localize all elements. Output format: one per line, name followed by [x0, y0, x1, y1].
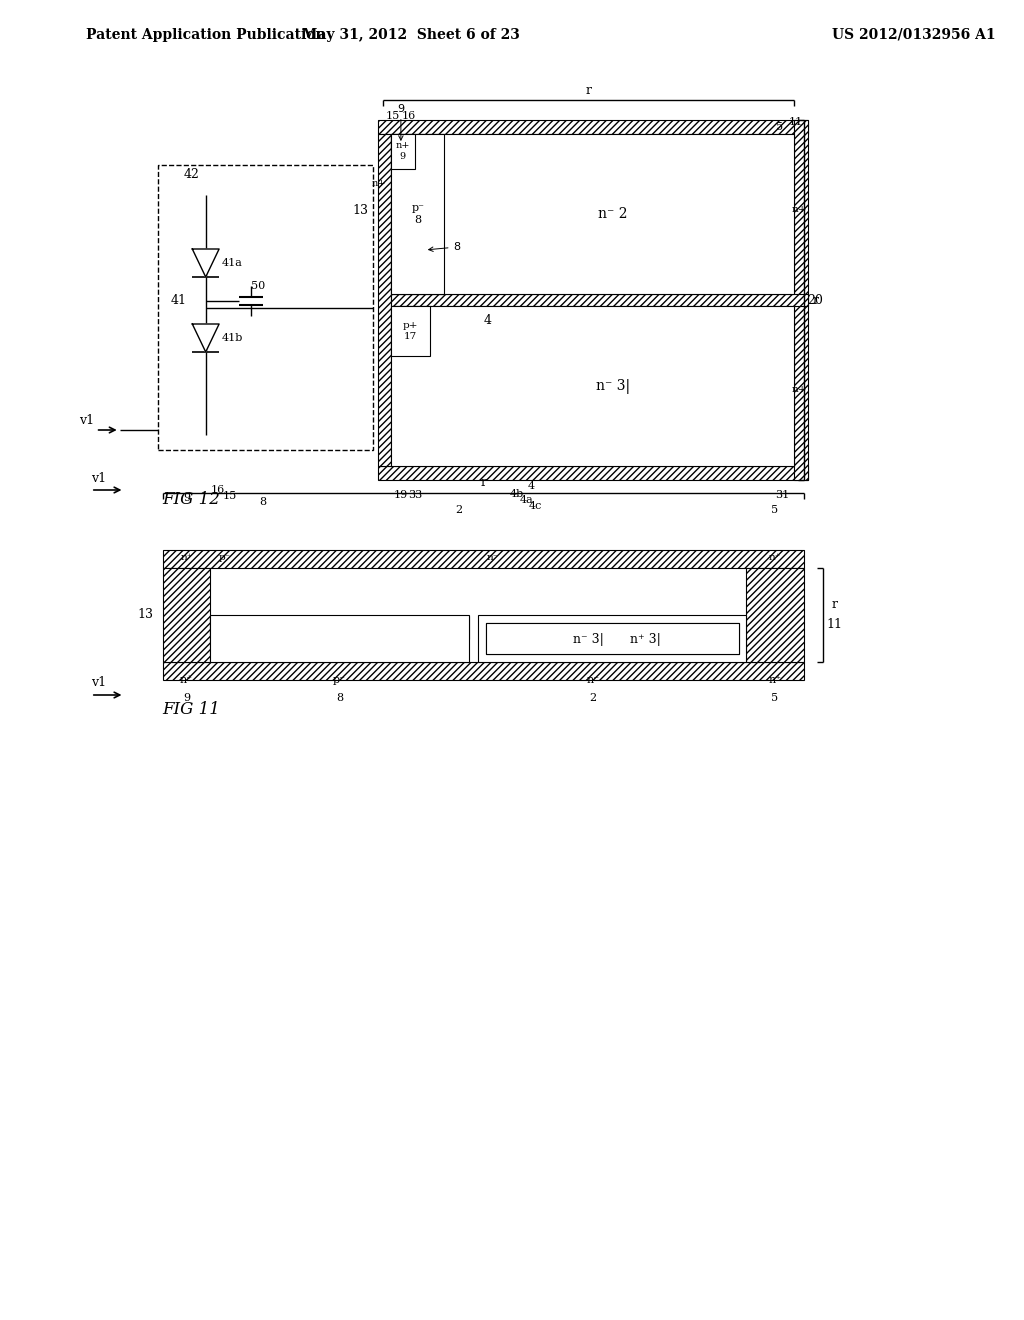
Bar	[391, 294, 808, 306]
Text: n⁻: n⁻	[486, 553, 499, 562]
Bar	[378, 120, 808, 135]
Text: 4: 4	[527, 480, 535, 491]
Text: 16: 16	[211, 484, 225, 495]
Polygon shape	[193, 249, 219, 277]
Bar	[478, 615, 746, 663]
Text: p+
17: p+ 17	[402, 321, 418, 341]
Text: 5: 5	[771, 693, 778, 704]
Text: p⁻: p⁻	[333, 675, 346, 685]
Bar	[746, 568, 804, 663]
Text: 2: 2	[590, 693, 597, 704]
Text: 11: 11	[826, 619, 843, 631]
Text: n⁻ 3|: n⁻ 3|	[573, 632, 604, 645]
Bar	[158, 165, 373, 450]
Text: 4: 4	[484, 314, 492, 326]
Text: n⁺: n⁺	[768, 675, 781, 685]
Bar	[391, 135, 795, 294]
Text: n⁺: n⁺	[180, 675, 194, 685]
Text: 9: 9	[183, 492, 190, 503]
Text: n+
9: n+ 9	[395, 141, 410, 161]
Text: r: r	[480, 477, 486, 490]
Text: n⁺: n⁺	[769, 553, 781, 562]
Text: n⁻ 3|: n⁻ 3|	[596, 379, 630, 393]
Text: 9: 9	[397, 104, 404, 140]
Text: FIG 12: FIG 12	[163, 491, 220, 508]
Text: v1: v1	[91, 471, 106, 484]
Text: 8: 8	[259, 498, 266, 507]
Bar	[378, 466, 808, 480]
Bar	[486, 623, 738, 653]
Bar	[211, 616, 469, 639]
Polygon shape	[193, 323, 219, 352]
Text: p⁻
8: p⁻ 8	[412, 203, 425, 224]
Text: Patent Application Publication: Patent Application Publication	[86, 28, 326, 42]
Bar	[795, 120, 808, 480]
Text: n⁺ 3|: n⁺ 3|	[631, 632, 662, 645]
Bar	[163, 550, 804, 568]
Bar	[378, 135, 391, 466]
Text: n⁻: n⁻	[587, 675, 600, 685]
Text: 8: 8	[429, 242, 461, 252]
Text: 19: 19	[394, 490, 408, 500]
Text: r: r	[586, 83, 592, 96]
Text: 42: 42	[183, 169, 200, 181]
Text: US 2012/0132956 A1: US 2012/0132956 A1	[833, 28, 996, 42]
Text: 11: 11	[788, 117, 803, 127]
Text: 33: 33	[409, 490, 422, 500]
Text: 13: 13	[137, 609, 154, 622]
Text: n+: n+	[793, 385, 808, 395]
Text: 5: 5	[771, 506, 778, 515]
Text: FIG 11: FIG 11	[163, 701, 220, 718]
Bar	[486, 623, 738, 653]
Text: 4c: 4c	[529, 502, 543, 511]
Bar	[391, 306, 430, 356]
Text: 4a: 4a	[519, 495, 534, 506]
Text: n⁻ 2: n⁻ 2	[598, 207, 628, 220]
Bar	[163, 663, 804, 680]
Text: p⁻: p⁻	[219, 553, 231, 562]
Text: n+: n+	[372, 180, 386, 189]
Bar	[163, 568, 211, 663]
Text: 8: 8	[336, 693, 343, 704]
Text: n+: n+	[793, 206, 808, 214]
Bar	[391, 306, 795, 466]
Bar	[391, 135, 416, 169]
Text: 20: 20	[807, 293, 823, 306]
Text: 16: 16	[401, 111, 416, 121]
Text: 15: 15	[386, 111, 400, 121]
Text: 5: 5	[776, 121, 783, 132]
Text: 4b: 4b	[510, 488, 524, 499]
Text: r: r	[812, 293, 818, 306]
Text: 9: 9	[183, 693, 190, 704]
Text: r: r	[831, 598, 838, 611]
Bar	[211, 615, 469, 663]
Text: 41a: 41a	[222, 257, 243, 268]
Text: v1: v1	[91, 676, 106, 689]
Text: May 31, 2012  Sheet 6 of 23: May 31, 2012 Sheet 6 of 23	[302, 28, 520, 42]
Text: 50: 50	[251, 281, 265, 290]
Text: 41: 41	[171, 294, 187, 308]
Text: 15: 15	[222, 491, 237, 502]
Text: n⁺: n⁺	[180, 553, 193, 562]
Text: 2: 2	[456, 506, 463, 515]
Text: 13: 13	[352, 203, 369, 216]
Text: v1: v1	[79, 413, 93, 426]
Bar	[391, 135, 444, 294]
Text: 31: 31	[775, 490, 790, 500]
Text: 41b: 41b	[222, 333, 243, 343]
